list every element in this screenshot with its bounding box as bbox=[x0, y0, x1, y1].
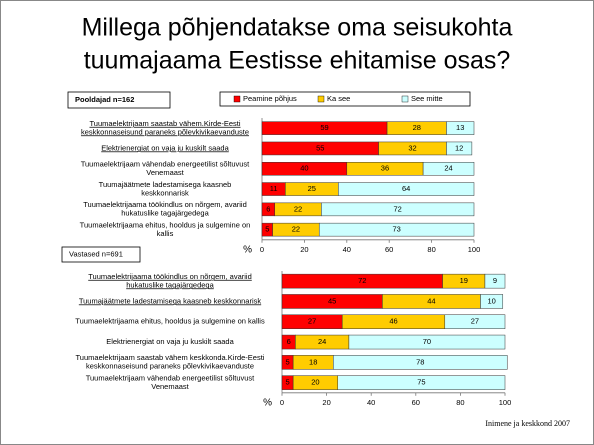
value-label: 70 bbox=[423, 337, 431, 346]
subtitle: Pooldajad n=162 bbox=[75, 95, 134, 104]
category-label: Tuumaelektrijaam saastab vähem keskkonda… bbox=[76, 353, 265, 362]
category-label: Tuumaelektrijaama ehitus, hooldus ja sul… bbox=[75, 317, 265, 326]
x-tick-label: 100 bbox=[468, 245, 481, 254]
category-label: Tuumaelektrijaam saastab vähem.Kirde-Ees… bbox=[89, 119, 240, 128]
value-label: 59 bbox=[320, 123, 328, 132]
value-label: 27 bbox=[471, 317, 479, 326]
title-line: Millega põhjendatakse oma seisukohta bbox=[82, 14, 513, 42]
bar-segment bbox=[333, 355, 508, 370]
bar-segment bbox=[446, 121, 475, 135]
category-label: kallis bbox=[157, 229, 174, 238]
value-label: 46 bbox=[389, 317, 397, 326]
value-label: 12 bbox=[455, 143, 463, 152]
value-label: 19 bbox=[460, 276, 468, 285]
category-label: Tuumaelektrijaama ehitus, hooldus ja sul… bbox=[80, 220, 251, 229]
x-tick-label: 40 bbox=[367, 398, 375, 407]
bar-segment bbox=[321, 202, 475, 217]
value-label: 27 bbox=[308, 317, 316, 326]
value-label: 22 bbox=[292, 225, 300, 234]
x-tick-label: 40 bbox=[343, 245, 351, 254]
footer: Inimene ja keskkond 2007 bbox=[485, 419, 570, 428]
x-tick-label: 20 bbox=[300, 245, 308, 254]
value-label: 36 bbox=[381, 164, 389, 173]
category-label: Tuumaelektrijaam vähendab energeetilist … bbox=[86, 373, 255, 382]
value-label: 72 bbox=[394, 204, 402, 213]
bar-segment bbox=[348, 334, 506, 350]
x-tick-label: 20 bbox=[322, 398, 330, 407]
category-label: keskkonnaseisund paraneks põlevkivikaeva… bbox=[81, 127, 249, 136]
x-tick-label: 60 bbox=[412, 398, 420, 407]
legend-swatch bbox=[317, 95, 325, 103]
category-label: Tuumajäätmete ladestamisega kaasneb bbox=[99, 180, 232, 189]
x-tick-label: 80 bbox=[427, 245, 435, 254]
value-label: 40 bbox=[300, 164, 308, 173]
bar-segment bbox=[422, 162, 475, 176]
category-label: keskkonnarisk bbox=[141, 188, 189, 197]
bar-segment bbox=[337, 375, 506, 390]
title-line: tuumajaama Eestisse ehitamise osas? bbox=[84, 47, 511, 75]
value-label: 72 bbox=[358, 276, 366, 285]
value-label: 24 bbox=[444, 164, 452, 173]
bar-segment bbox=[318, 222, 475, 237]
category-label: Venemaast bbox=[146, 168, 184, 177]
value-label: 25 bbox=[308, 184, 316, 193]
legend-label: See mitte bbox=[411, 94, 443, 103]
category-label: Venemaast bbox=[151, 382, 189, 391]
legend-label: Ka see bbox=[327, 94, 350, 103]
x-tick-label: 60 bbox=[385, 245, 393, 254]
legend-swatch bbox=[401, 95, 409, 103]
value-label: 44 bbox=[427, 296, 435, 305]
value-label: 75 bbox=[417, 378, 425, 387]
x-axis-label: % bbox=[243, 244, 252, 255]
legend-label: Peamine põhjus bbox=[243, 94, 297, 103]
value-label: 64 bbox=[402, 184, 410, 193]
value-label: 18 bbox=[309, 357, 317, 366]
x-tick-label: 0 bbox=[280, 398, 284, 407]
category-label: Elektrienergiat on vaja ju kuskilt saada bbox=[101, 143, 229, 152]
category-label: Tuumaelektrijaama töökindlus on nõrgem, … bbox=[88, 272, 252, 281]
value-label: 22 bbox=[294, 204, 302, 213]
subtitle-box bbox=[67, 91, 171, 109]
x-tick-label: 0 bbox=[260, 245, 264, 254]
bar-segment bbox=[444, 314, 506, 329]
value-label: 78 bbox=[416, 357, 424, 366]
value-label: 13 bbox=[456, 123, 464, 132]
category-label: hukatuslike tagajärgedega bbox=[126, 280, 214, 289]
value-label: 11 bbox=[270, 184, 278, 193]
value-label: 5 bbox=[265, 225, 269, 234]
bar-segment bbox=[484, 273, 506, 289]
value-label: 73 bbox=[392, 225, 400, 234]
legend-box bbox=[219, 91, 471, 107]
bar-segment bbox=[338, 182, 475, 196]
category-label: Tuumaelektrijaama töökindlus on nõrgem, … bbox=[83, 200, 247, 209]
category-label: Tuumajäätmete ladestamisega kaasneb kesk… bbox=[79, 296, 262, 305]
value-label: 45 bbox=[328, 296, 336, 305]
value-label: 24 bbox=[318, 337, 326, 346]
value-label: 5 bbox=[285, 357, 289, 366]
category-label: hukatuslike tagajärgedega bbox=[121, 209, 209, 218]
value-label: 10 bbox=[487, 296, 495, 305]
value-label: 6 bbox=[266, 204, 270, 213]
value-label: 32 bbox=[408, 143, 416, 152]
value-label: 55 bbox=[316, 143, 324, 152]
x-tick-label: 80 bbox=[456, 398, 464, 407]
x-axis-label: % bbox=[263, 397, 272, 408]
subtitle: Vastased n=691 bbox=[69, 249, 123, 258]
category-label: Tuumaelektrijaam vähendab energeetilist … bbox=[81, 159, 250, 168]
x-tick-label: 100 bbox=[499, 398, 512, 407]
value-label: 20 bbox=[311, 378, 319, 387]
value-label: 28 bbox=[413, 123, 421, 132]
bar-segment bbox=[446, 141, 473, 156]
subtitle-box bbox=[61, 246, 141, 263]
category-label: Elektrienergiat on vaja ju kuskilt saada bbox=[106, 337, 234, 346]
value-label: 9 bbox=[493, 276, 497, 285]
value-label: 6 bbox=[287, 337, 291, 346]
category-label: keskkonnaseisund paraneks põlevkivikaeva… bbox=[86, 362, 254, 371]
bar-segment bbox=[480, 294, 504, 309]
value-label: 5 bbox=[285, 378, 289, 387]
legend-swatch bbox=[233, 95, 241, 103]
